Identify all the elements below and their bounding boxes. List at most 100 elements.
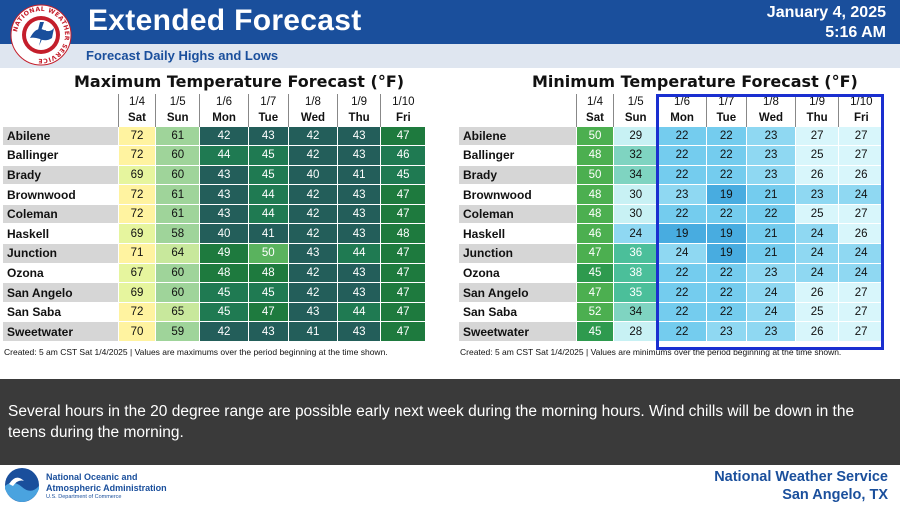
office-name: National Weather Service San Angelo, TX bbox=[714, 468, 888, 504]
max-temp-cell: 45 bbox=[199, 282, 249, 303]
max-temp-cell: 45 bbox=[247, 145, 289, 166]
min-temp-cell: 22 bbox=[745, 203, 797, 225]
min-temp-cell: 38 bbox=[612, 262, 659, 284]
max-temp-cell: 45 bbox=[247, 164, 289, 186]
min-temp-cell: 22 bbox=[657, 203, 707, 225]
max-temp-cell: 42 bbox=[287, 282, 339, 303]
min-temp-cell: 22 bbox=[705, 125, 747, 147]
max-temp-cell: 45 bbox=[247, 282, 289, 303]
max-temp-cell: 42 bbox=[287, 184, 339, 205]
max-city-name: San Angelo bbox=[2, 282, 119, 303]
max-column-date: 1/10 bbox=[380, 94, 426, 110]
noaa-name-line2: Atmospheric Administration bbox=[46, 483, 167, 493]
issue-date: January 4, 2025 bbox=[766, 4, 886, 21]
min-column-day: Wed bbox=[745, 110, 796, 126]
min-temp-cell: 48 bbox=[576, 145, 614, 166]
min-column-day: Sun bbox=[612, 110, 658, 126]
max-temp-cell: 72 bbox=[118, 145, 156, 166]
max-temp-cell: 59 bbox=[154, 321, 201, 343]
max-temp-cell: 41 bbox=[336, 164, 382, 186]
max-temp-table: 1/4 1/5 1/6 1/7 1/8 1/9 1/10 Sat Sun Mon Tue Wed Thu… bbox=[2, 94, 426, 343]
min-temp-cell: 23 bbox=[794, 184, 840, 205]
max-temp-cell: 64 bbox=[154, 243, 201, 264]
max-temp-cell: 40 bbox=[287, 164, 339, 186]
min-city-name: Ozona bbox=[458, 262, 577, 284]
min-temp-cell: 21 bbox=[745, 184, 797, 205]
max-temp-cell: 47 bbox=[380, 262, 426, 284]
max-column-day: Fri bbox=[380, 110, 426, 126]
max-temp-cell: 45 bbox=[380, 164, 426, 186]
min-temp-cell: 22 bbox=[657, 145, 707, 166]
max-column-day: Sat bbox=[118, 110, 156, 126]
min-table-row: Haskell 46 24 19 19 21 24 26 bbox=[458, 223, 884, 245]
max-temp-cell: 48 bbox=[247, 262, 289, 284]
min-temp-cell: 19 bbox=[657, 223, 707, 245]
max-temp-cell: 60 bbox=[154, 282, 201, 303]
max-table-row: Ozona 67 60 48 48 42 43 47 bbox=[2, 262, 426, 284]
min-city-name: Haskell bbox=[458, 223, 577, 245]
max-column-date: 1/7 bbox=[247, 94, 289, 110]
min-column-day: Sat bbox=[576, 110, 614, 126]
max-temp-cell: 43 bbox=[336, 145, 382, 166]
min-column-date: 1/10 bbox=[838, 94, 884, 110]
max-table-row: Sweetwater 70 59 42 43 41 43 47 bbox=[2, 321, 426, 343]
noaa-dept: U.S. Department of Commerce bbox=[46, 494, 122, 500]
page-title: Extended Forecast bbox=[88, 4, 362, 37]
min-temp-cell: 48 bbox=[576, 203, 614, 225]
max-temp-cell: 42 bbox=[287, 262, 339, 284]
max-temp-cell: 41 bbox=[247, 223, 289, 245]
max-temp-cell: 42 bbox=[287, 145, 339, 166]
min-temp-cell: 25 bbox=[794, 203, 840, 225]
min-temp-cell: 19 bbox=[705, 184, 747, 205]
max-temp-cell: 47 bbox=[380, 282, 426, 303]
min-temp-cell: 23 bbox=[705, 321, 747, 343]
max-temp-cell: 65 bbox=[154, 301, 201, 323]
max-temp-cell: 69 bbox=[118, 282, 156, 303]
noaa-name-line1: National Oceanic and bbox=[46, 472, 138, 482]
min-temp-cell: 19 bbox=[705, 223, 747, 245]
min-temp-cell: 46 bbox=[576, 223, 614, 245]
max-temp-cell: 47 bbox=[380, 184, 426, 205]
min-table-row: Coleman 48 30 22 22 22 25 27 bbox=[458, 203, 884, 225]
max-temp-cell: 50 bbox=[247, 243, 289, 264]
max-temp-cell: 43 bbox=[336, 203, 382, 225]
max-temp-cell: 45 bbox=[199, 301, 249, 323]
min-city-name: Coleman bbox=[458, 203, 577, 225]
min-table-row: Brady 50 34 22 22 23 26 26 bbox=[458, 164, 884, 186]
min-temp-cell: 24 bbox=[745, 301, 797, 323]
subheader-bar: Forecast Daily Highs and Lows bbox=[0, 44, 900, 68]
max-temp-cell: 70 bbox=[118, 321, 156, 343]
max-temp-cell: 72 bbox=[118, 184, 156, 205]
min-temp-cell: 22 bbox=[657, 321, 707, 343]
noaa-logo-icon bbox=[5, 468, 39, 502]
max-temp-cell: 61 bbox=[154, 184, 201, 205]
discussion-panel: Several hours in the 20 degree range are… bbox=[0, 379, 900, 465]
min-column-day: Thu bbox=[794, 110, 839, 126]
max-city-name: Brownwood bbox=[2, 184, 119, 205]
max-column-date: 1/5 bbox=[154, 94, 200, 110]
min-temp-cell: 22 bbox=[705, 282, 747, 303]
max-temp-cell: 43 bbox=[336, 125, 382, 147]
max-temp-cell: 47 bbox=[380, 321, 426, 343]
max-temp-cell: 72 bbox=[118, 125, 156, 147]
min-column-date: 1/7 bbox=[705, 94, 747, 110]
min-temp-cell: 25 bbox=[794, 301, 840, 323]
max-header-blank bbox=[3, 94, 119, 110]
min-temp-cell: 21 bbox=[745, 243, 797, 264]
max-temp-cell: 61 bbox=[154, 203, 201, 225]
max-column-date: 1/8 bbox=[287, 94, 338, 110]
max-table-row: San Saba 72 65 45 47 43 44 47 bbox=[2, 301, 426, 323]
min-temp-cell: 26 bbox=[838, 223, 884, 245]
min-city-name: Abilene bbox=[458, 125, 577, 147]
max-table-row: Brownwood 72 61 43 44 42 43 47 bbox=[2, 184, 426, 205]
max-city-name: Ballinger bbox=[2, 145, 119, 166]
min-temp-cell: 45 bbox=[576, 321, 614, 343]
max-temp-cell: 60 bbox=[154, 262, 201, 284]
max-temp-panel: Maximum Temperature Forecast (°F) 1/4 1/5… bbox=[2, 72, 430, 368]
max-header-blank bbox=[3, 110, 119, 126]
min-city-name: San Angelo bbox=[458, 282, 577, 303]
min-temp-cell: 27 bbox=[838, 301, 884, 323]
max-temp-cell: 42 bbox=[199, 125, 249, 147]
min-temp-cell: 22 bbox=[705, 301, 747, 323]
page-subtitle: Forecast Daily Highs and Lows bbox=[86, 48, 279, 63]
